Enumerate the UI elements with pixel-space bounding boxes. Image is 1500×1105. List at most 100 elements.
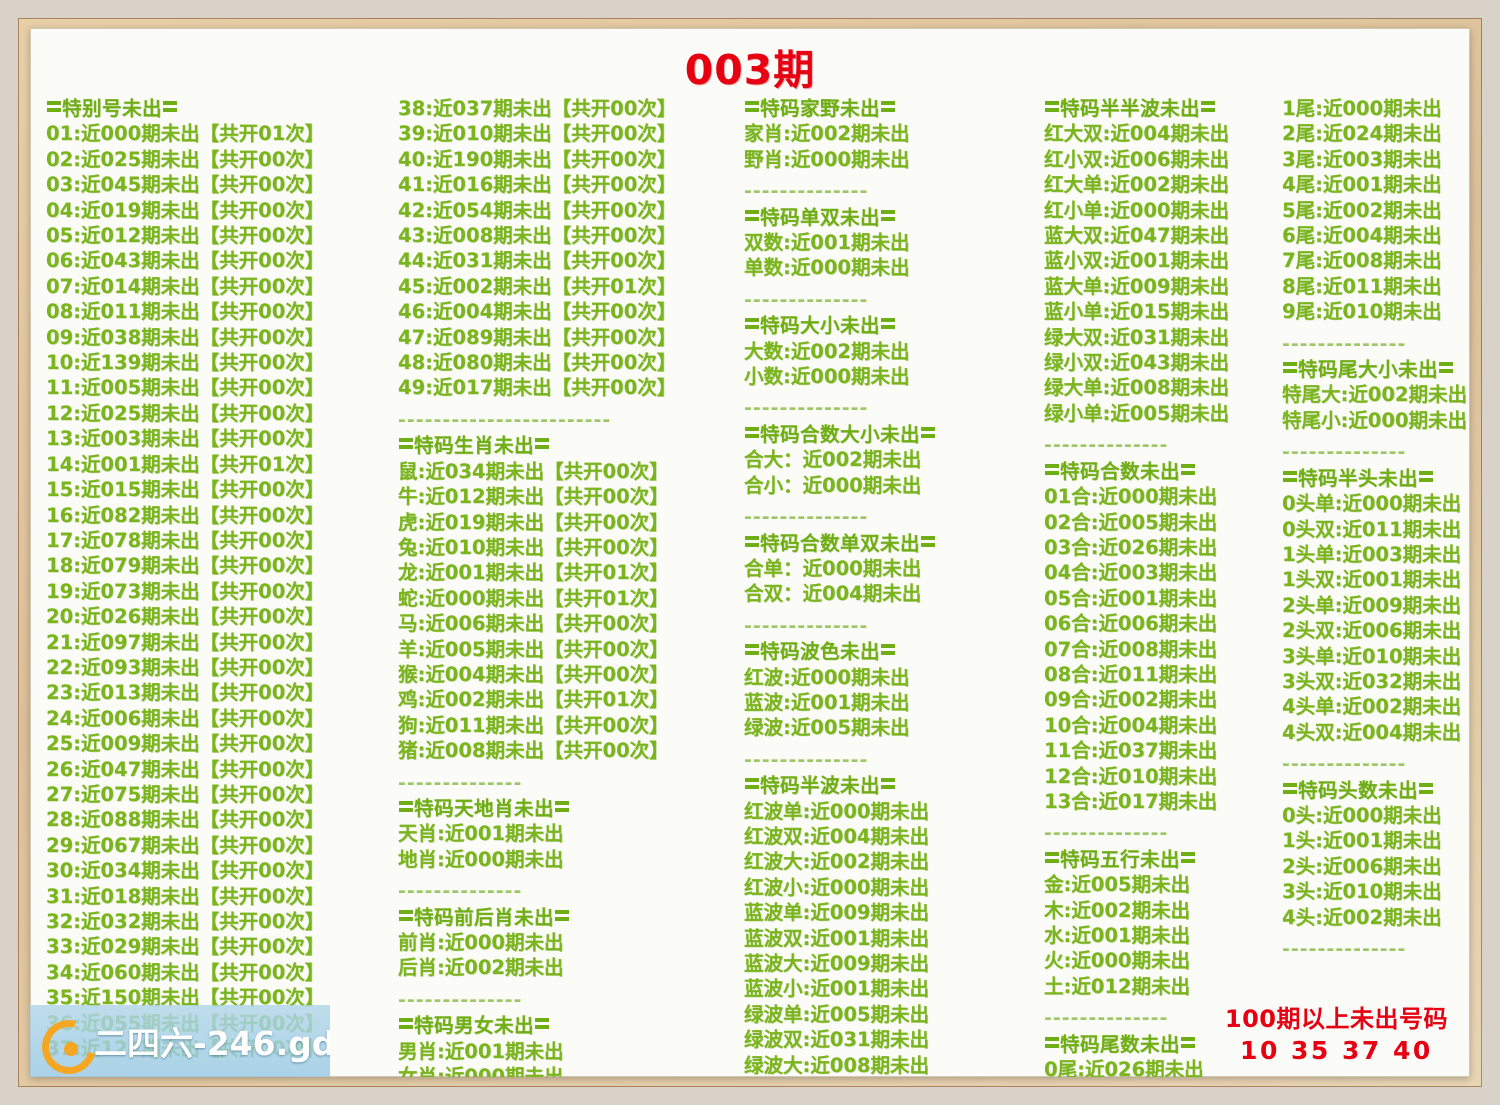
list-item: 合小：近000期未出 — [744, 473, 922, 497]
list-item: 红波单:近000期未出 — [744, 799, 930, 823]
column-numbers-zodiac: 38:近037期未出【共开00次】 39:近010期未出【共开00次】 40:近… — [398, 96, 744, 1077]
list-item: 大数:近002期未出 — [744, 339, 910, 363]
list-item: 龙:近001期未出【共开01次】 — [398, 561, 669, 585]
list-item: 3头:近010期未出 — [1282, 880, 1442, 904]
list-item: 绿波双:近031期未出 — [744, 1028, 930, 1052]
list-item: 04:近019期未出【共开00次】 — [46, 198, 325, 222]
list-item: 04合:近003期未出 — [1044, 561, 1218, 585]
column-halfwave-sums: 特码半半波未出 红大双:近004期未出 红小双:近006期未出 红大单:近002… — [1044, 96, 1282, 1077]
list-item: 金:近005期未出 — [1044, 873, 1191, 897]
list-item: 蓝波单:近009期未出 — [744, 901, 930, 925]
section-header-bantou: 特码半头未出 — [1282, 466, 1467, 491]
list-item: 16:近082期未出【共开00次】 — [46, 503, 325, 527]
list-item: 30:近034期未出【共开00次】 — [46, 859, 325, 883]
list-item: 32:近032期未出【共开00次】 — [46, 910, 325, 933]
list-item: 红波小:近000期未出 — [744, 875, 930, 899]
list-item: 1头单:近003期未出 — [1282, 542, 1462, 566]
list-item: 35:近150期未出【共开00次】 — [46, 986, 325, 1010]
list-item: 2头双:近006期未出 — [1282, 619, 1462, 643]
list-item: 41:近016期未出【共开00次】 — [398, 173, 677, 197]
list-item: 31:近018期未出【共开00次】 — [46, 884, 325, 908]
list-item: 狗:近011期未出【共开00次】 — [398, 713, 669, 737]
list-item: 0尾:近026期未出 — [1044, 1058, 1204, 1077]
list-item: 8尾:近011期未出 — [1282, 274, 1442, 298]
list-item: 27:近075期未出【共开00次】 — [46, 782, 325, 806]
equals-icon — [399, 800, 413, 812]
list-item: 1尾:近000期未出 — [1282, 97, 1442, 120]
list-item: 7尾:近008期未出 — [1282, 249, 1442, 273]
list-item: 29:近067期未出【共开00次】 — [46, 833, 325, 857]
equals-icon — [555, 800, 570, 812]
list-item: 绿大单:近008期未出 — [1044, 376, 1230, 400]
list-item: 绿大双:近031期未出 — [1044, 325, 1230, 349]
list-item: 28:近088期未出【共开00次】 — [46, 808, 325, 832]
list-item: 特尾大:近002期未出 — [1282, 383, 1468, 407]
list-item: 4头双:近004期未出 — [1282, 720, 1462, 744]
list-item: 2头单:近009期未出 — [1282, 593, 1462, 617]
list-item: 红小双:近006期未出 — [1044, 147, 1230, 171]
divider: -------------- — [1282, 441, 1407, 464]
spacer — [398, 872, 744, 879]
list-item: 虎:近019期未出【共开00次】 — [398, 510, 669, 534]
divider: -------------- — [1282, 332, 1407, 355]
list-item: 蓝波小:近001期未出 — [744, 977, 930, 1001]
section-header-heshu-daxiao: 特码合数大小未出 — [744, 422, 1044, 447]
equals-icon — [881, 778, 896, 790]
equals-icon — [745, 209, 759, 221]
list-item: 蓝波双:近001期未出 — [744, 926, 930, 950]
list-item: 红小单:近000期未出 — [1044, 198, 1230, 222]
divider: ------------------------ — [398, 408, 612, 431]
equals-icon — [881, 644, 896, 656]
list-item: 23:近013期未出【共开00次】 — [46, 681, 325, 705]
divider: -------------- — [1044, 822, 1169, 845]
list-item: 羊:近005期未出【共开00次】 — [398, 637, 669, 661]
equals-icon — [921, 426, 936, 438]
watermark-text: 二四六-246.gd — [94, 1024, 330, 1063]
list-item: 单数:近000期未出 — [744, 256, 910, 280]
divider: -------------- — [398, 988, 523, 1011]
list-item: 38:近037期未出【共开00次】 — [398, 97, 677, 120]
list-item: 后肖:近002期未出 — [398, 956, 564, 980]
list-item: 20:近026期未出【共开00次】 — [46, 605, 325, 629]
list-item: 22:近093期未出【共开00次】 — [46, 655, 325, 679]
section-header-jiaye: 特码家野未出 — [744, 96, 1044, 121]
list-item: 18:近079期未出【共开00次】 — [46, 554, 325, 578]
list-item: 绿小单:近005期未出 — [1044, 401, 1230, 425]
equals-icon — [1283, 782, 1297, 794]
list-item: 11合:近037期未出 — [1044, 739, 1218, 763]
logo-dot — [64, 1042, 78, 1056]
spacer — [398, 401, 744, 408]
equals-icon — [881, 318, 896, 330]
list-item: 01:近000期未出【共开01次】 — [46, 122, 325, 146]
list-item: 3头单:近010期未出 — [1282, 644, 1462, 668]
section-header-danshuang: 特码单双未出 — [744, 205, 1044, 230]
equals-icon — [1181, 463, 1196, 475]
list-item: 土:近012期未出 — [1044, 974, 1191, 998]
list-item: 44:近031期未出【共开00次】 — [398, 249, 677, 273]
section-header-qianhou: 特码前后肖未出 — [398, 905, 744, 930]
divider: -------------- — [1282, 753, 1407, 776]
equals-icon — [745, 535, 759, 547]
list-item: 红波双:近004期未出 — [744, 824, 930, 848]
equals-icon — [1045, 1036, 1059, 1048]
list-item: 12:近025期未出【共开00次】 — [46, 401, 325, 425]
spacer — [1282, 745, 1467, 752]
list-item: 49:近017期未出【共开00次】 — [398, 376, 677, 400]
list-item: 06:近043期未出【共开00次】 — [46, 249, 325, 273]
divider: -------------- — [1044, 1007, 1169, 1030]
spacer — [744, 741, 1044, 748]
section-header-wuxing: 特码五行未出 — [1044, 847, 1282, 872]
list-item: 绿波:近005期未出 — [744, 716, 910, 740]
section-header-weishu: 特码尾数未出 — [1044, 1032, 1282, 1057]
column-tails-heads: 1尾:近000期未出 2尾:近024期未出 3尾:近003期未出 4尾:近001… — [1282, 96, 1467, 1077]
list-item: 03:近045期未出【共开00次】 — [46, 173, 325, 197]
poster-paper: 003期 特别号未出 01:近000期未出【共开01次】 02:近025期未出【… — [30, 28, 1470, 1077]
equals-icon — [399, 1018, 413, 1030]
equals-icon — [1045, 101, 1059, 112]
section-header-wei-daxiao: 特码尾大小未出 — [1282, 357, 1467, 382]
divider: -------------- — [744, 180, 869, 203]
list-item: 鼠:近034期未出【共开00次】 — [398, 459, 669, 483]
list-item: 0头双:近011期未出 — [1282, 517, 1462, 541]
list-item: 21:近097期未出【共开00次】 — [46, 630, 325, 654]
